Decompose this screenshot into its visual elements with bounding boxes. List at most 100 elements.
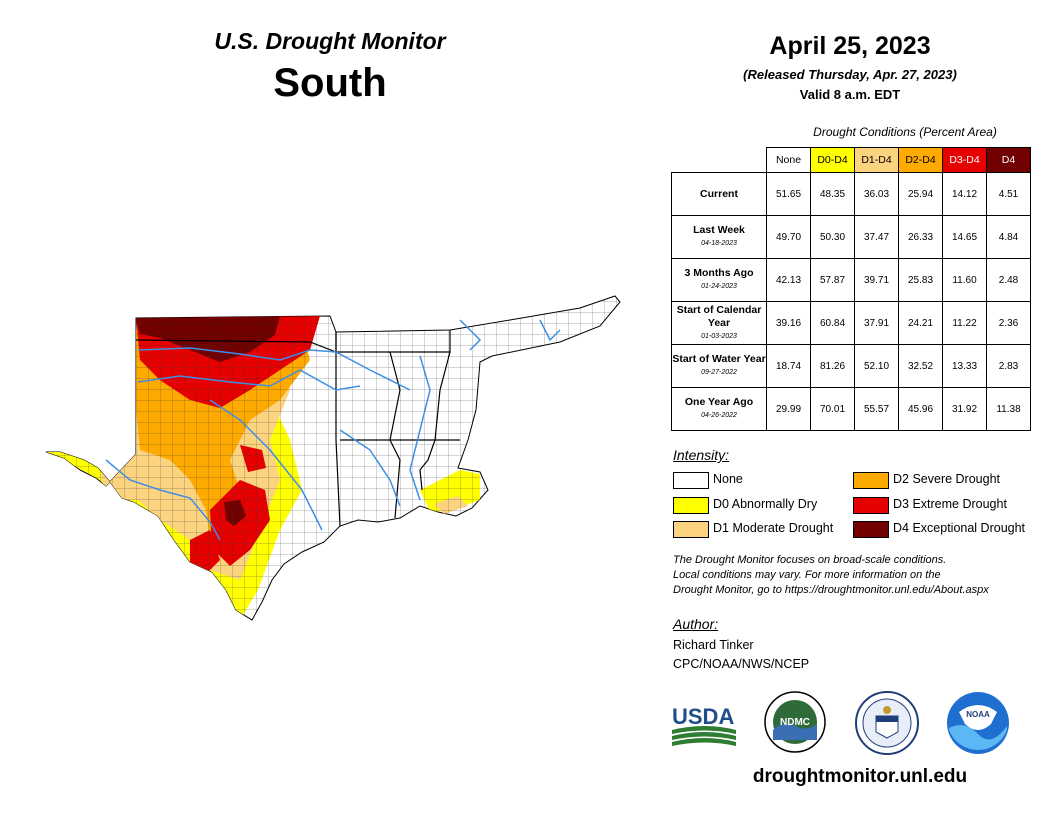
table-cell: 42.13: [766, 258, 811, 302]
table-row: Start of Water Year 09-27-2022 18.74 81.2…: [671, 344, 1031, 388]
table-cell: 24.21: [898, 301, 943, 345]
note-line: Local conditions may vary. For more info…: [673, 569, 941, 581]
row-date: 04-26-2022: [701, 412, 737, 419]
table-cell: 25.94: [898, 172, 943, 216]
region-title: South: [273, 61, 387, 105]
release-date: (Released Thursday, Apr. 27, 2023): [743, 67, 957, 82]
legend-swatch: [853, 497, 889, 514]
usda-logo: USDA: [672, 704, 736, 746]
row-label: One Year Ago 04-26-2022: [671, 387, 767, 431]
usda-logo-text: USDA: [672, 704, 734, 729]
table-cell: 29.99: [766, 387, 811, 431]
table-cell: 45.96: [898, 387, 943, 431]
note-line: Drought Monitor, go to https://droughtmo…: [673, 584, 989, 596]
table-cell: 25.83: [898, 258, 943, 302]
author-name: Richard Tinker: [673, 638, 754, 652]
col-d4: D4: [986, 147, 1031, 173]
ndmc-logo: NDMC: [764, 691, 826, 753]
table-cell: 36.03: [854, 172, 899, 216]
legend-label: D3 Extreme Drought: [893, 497, 1007, 511]
row-date: 09-27-2022: [701, 369, 737, 376]
table-cell: 2.83: [986, 344, 1031, 388]
row-date: 04-18-2023: [701, 240, 737, 247]
site-url-link[interactable]: droughtmonitor.unl.edu: [752, 766, 968, 787]
col-d1-d4: D1-D4: [854, 147, 899, 173]
table-cell: 81.26: [810, 344, 855, 388]
table-row: One Year Ago 04-26-2022 29.99 70.01 55.57…: [671, 387, 1031, 431]
legend-label: D2 Severe Drought: [893, 472, 1001, 486]
table-cell: 37.47: [854, 215, 899, 259]
row-label: Last Week 04-18-2023: [671, 215, 767, 259]
author-title: Author:: [673, 616, 719, 632]
table-cell: 52.10: [854, 344, 899, 388]
table-cell: 60.84: [810, 301, 855, 345]
product-title: U.S. Drought Monitor: [214, 28, 446, 54]
drought-conditions-table: None D0-D4 D1-D4 D2-D4 D3-D4 D4 Current …: [671, 147, 1031, 431]
table-cell: 11.60: [942, 258, 987, 302]
state-borders: [135, 330, 460, 527]
table-cell: 48.35: [810, 172, 855, 216]
noaa-logo: NOAA: [947, 692, 1009, 754]
table-cell: 4.51: [986, 172, 1031, 216]
row-date: 01-24-2023: [701, 283, 737, 290]
row-label: 3 Months Ago 01-24-2023: [671, 258, 767, 302]
table-cell: 51.65: [766, 172, 811, 216]
valid-time: Valid 8 a.m. EDT: [799, 87, 901, 102]
table-row: Last Week 04-18-2023 49.70 50.30 37.47 26…: [671, 215, 1031, 259]
noaa-logo-text: NOAA: [966, 710, 990, 719]
ndmc-logo-text: NDMC: [780, 717, 810, 728]
col-d0-d4: D0-D4: [810, 147, 855, 173]
table-cell: 32.52: [898, 344, 943, 388]
map-title-block: U.S. Drought Monitor South: [130, 28, 530, 106]
row-label: Current: [671, 172, 767, 216]
legend-swatch: [853, 521, 889, 538]
legend-swatch: [673, 497, 709, 514]
table-cell: 39.16: [766, 301, 811, 345]
table-row: Current 51.65 48.35 36.03 25.94 14.12 4.…: [671, 172, 1031, 216]
table-cell: 18.74: [766, 344, 811, 388]
row-label: Start of Calendar Year 01-03-2023: [671, 301, 767, 345]
legend-swatch: [853, 472, 889, 489]
row-label-text: One Year Ago: [684, 396, 754, 408]
disclaimer-note: The Drought Monitor focuses on broad-sca…: [673, 553, 1043, 598]
table-cell: 70.01: [810, 387, 855, 431]
table-header-row: None D0-D4 D1-D4 D2-D4 D3-D4 D4: [672, 147, 1031, 173]
legend-swatch: [673, 472, 709, 489]
row-label: Start of Water Year 09-27-2022: [671, 344, 767, 388]
table-row: Start of Calendar Year 01-03-2023 39.16 6…: [671, 301, 1031, 345]
drought-map: [45, 295, 621, 621]
table-cell: 50.30: [810, 215, 855, 259]
table-cell: 2.36: [986, 301, 1031, 345]
legend-title: Intensity:: [673, 447, 730, 463]
row-label-text: Last Week: [693, 224, 745, 236]
col-none: None: [766, 147, 811, 173]
legend-label: D1 Moderate Drought: [713, 521, 834, 535]
legend-label: None: [713, 472, 743, 486]
table-cell: 11.38: [986, 387, 1031, 431]
col-d2-d4: D2-D4: [898, 147, 943, 173]
row-label-text: Current: [700, 187, 738, 200]
row-date: 01-03-2023: [701, 332, 737, 340]
date-block: April 25, 2023 (Released Thursday, Apr. …: [700, 32, 1000, 102]
table-cell: 11.22: [942, 301, 987, 345]
table-cell: 14.65: [942, 215, 987, 259]
doc-seal-logo: [855, 691, 919, 755]
table-cell: 26.33: [898, 215, 943, 259]
table-cell: 4.84: [986, 215, 1031, 259]
row-label-text: 3 Months Ago: [684, 267, 754, 279]
table-cell: 2.48: [986, 258, 1031, 302]
legend-label: D0 Abnormally Dry: [713, 497, 818, 511]
table-cell: 37.91: [854, 301, 899, 345]
col-d3-d4: D3-D4: [942, 147, 987, 173]
table-corner: [672, 148, 767, 173]
table-cell: 57.87: [810, 258, 855, 302]
table-cell: 55.57: [854, 387, 899, 431]
table-cell: 14.12: [942, 172, 987, 216]
legend-swatch: [673, 521, 709, 538]
table-cell: 13.33: [942, 344, 987, 388]
map-date: April 25, 2023: [769, 32, 931, 60]
table-cell: 31.92: [942, 387, 987, 431]
table-cell: 39.71: [854, 258, 899, 302]
table-caption: Drought Conditions (Percent Area): [813, 125, 997, 139]
rivers: [105, 319, 561, 541]
